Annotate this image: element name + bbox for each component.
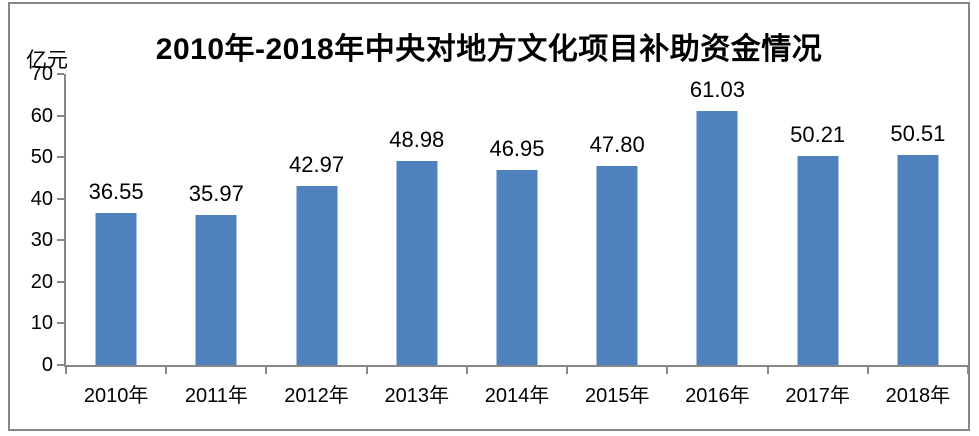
y-axis-tick [57,239,64,242]
bar-value-label: 50.51 [890,121,946,147]
bar [897,155,939,365]
y-axis-tick-label: 30 [30,229,53,252]
y-axis-tick-label: 40 [30,187,53,210]
bar-value-label: 50.21 [790,122,846,148]
y-axis-tick [57,114,64,117]
bar-value-label: 36.55 [88,179,144,205]
y-axis-tick-label: 10 [30,312,53,335]
category-slot: 47.80 2015年 [567,74,667,407]
y-axis-tick [57,280,64,283]
x-axis-tick [566,365,569,374]
x-axis-tick-label: 2017年 [785,385,850,407]
category-slot: 48.98 2013年 [367,74,467,407]
y-axis-tick-label: 50 [30,146,53,169]
bar-series: 36.55 2010年 35.97 2011年 42.97 2012年 48.98 2013年… [66,74,968,407]
y-axis-tick-label: 70 [30,63,53,85]
x-axis-tick-label: 2012年 [284,385,349,407]
category-slot: 42.97 2012年 [266,74,366,407]
y-axis-tick [57,156,64,159]
x-axis-tick-label: 2015年 [584,385,650,407]
category-slot: 50.51 2018年 [868,74,968,407]
x-axis-tick-label: 2011年 [184,385,248,407]
category-slot: 50.21 2017年 [768,74,868,407]
x-axis-tick [365,365,368,374]
x-axis-tick [465,365,468,374]
x-axis-tick-label: 2018年 [885,385,951,407]
x-axis-tick-label: 2013年 [384,385,450,407]
x-axis-tick [265,365,268,374]
x-axis-tick-label: 2014年 [484,385,550,407]
x-axis-tick [967,365,969,374]
y-axis-tick [57,364,64,366]
chart-frame: 2010年-2018年中央对地方文化项目补助资金情况 亿元 36.55 2010年… [8,2,970,431]
bar-value-label: 47.80 [589,132,645,158]
x-axis-tick [866,365,869,374]
bar [596,166,638,365]
category-slot: 46.95 2014年 [467,74,567,407]
category-slot: 36.55 2010年 [66,74,166,407]
bar [396,161,438,365]
bar [797,156,839,365]
y-axis-tick-label: 0 [41,354,53,376]
bar-value-label: 42.97 [289,152,345,178]
chart-title: 2010年-2018年中央对地方文化项目补助资金情况 [155,33,823,66]
bar [296,186,338,365]
y-axis-tick-label: 60 [30,104,53,127]
y-axis-tick [57,197,64,200]
x-axis-tick-label: 2016年 [685,385,750,407]
bar [696,111,738,365]
y-axis-tick-label: 20 [30,270,53,293]
category-slot: 35.97 2011年 [166,74,266,407]
bar-value-label: 46.95 [489,135,545,161]
bar [195,215,237,365]
x-axis-tick-label: 2010年 [83,385,149,407]
category-slot: 61.03 2016年 [667,74,767,407]
y-axis-tick [57,322,64,325]
x-axis-tick [766,365,769,374]
x-axis-tick [65,365,67,374]
plot-area: 36.55 2010年 35.97 2011年 42.97 2012年 48.98 2013年… [31,63,969,407]
y-axis-tick [57,73,64,75]
bar-value-label: 48.98 [389,127,445,153]
bar-value-label: 35.97 [188,181,244,207]
bar [95,213,137,365]
bar-value-label: 61.03 [689,77,745,103]
x-axis-tick [666,365,669,374]
y-axis-unit-label: 亿元 [26,49,68,72]
x-axis-tick [165,365,168,374]
bar [496,169,538,365]
